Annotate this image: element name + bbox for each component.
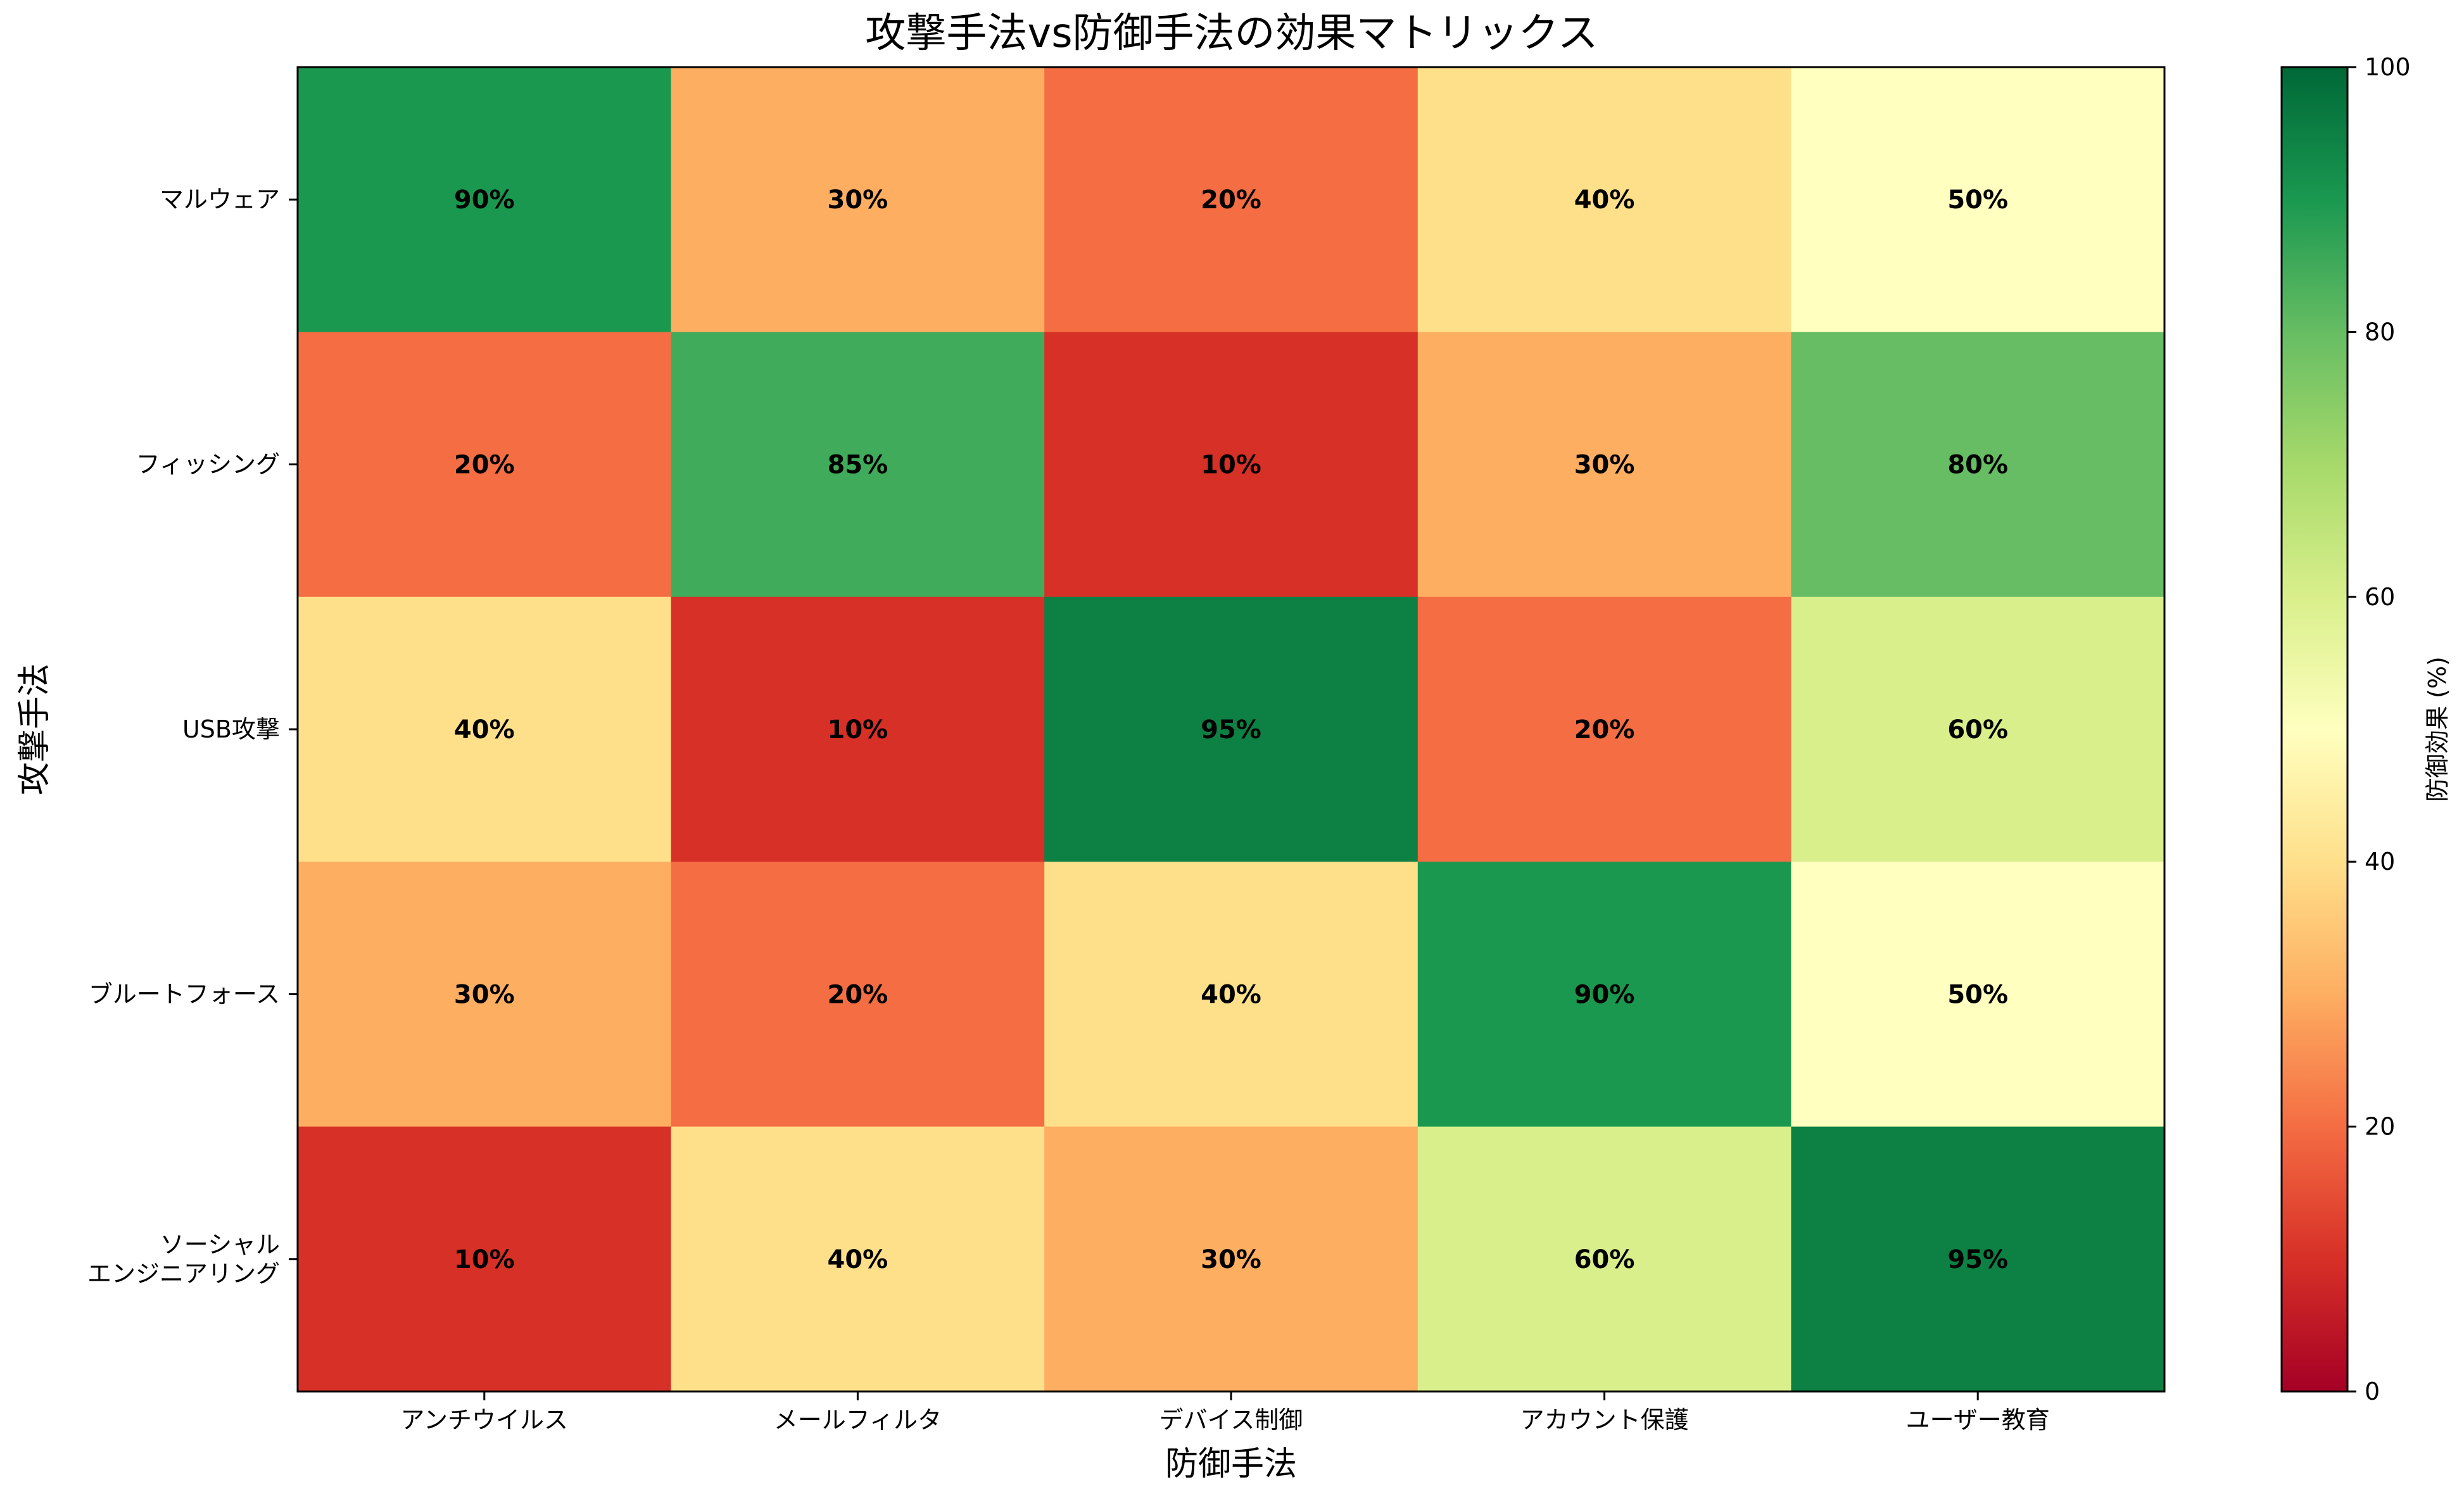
cell-value-label: 30%: [1574, 451, 1635, 480]
cell-value-label: 30%: [454, 980, 515, 1009]
heatmap-cell: [1417, 596, 1791, 862]
heatmap-cell: [298, 596, 672, 862]
y-axis-label: 攻撃手法: [16, 663, 54, 795]
cell-value-label: 95%: [1201, 715, 1261, 744]
heatmap-cell: [1791, 596, 2165, 862]
cell-value-label: 40%: [1201, 980, 1261, 1009]
cell-value-label: 40%: [1574, 185, 1635, 215]
cell-value-label: 30%: [828, 185, 888, 215]
heatmap-cell: [1791, 332, 2165, 598]
heatmap-cell: [671, 332, 1045, 598]
cell-value-label: 90%: [1574, 980, 1635, 1009]
cell-value-label: 80%: [1947, 451, 2008, 480]
cell-value-label: 30%: [1201, 1245, 1261, 1274]
x-tick-label: アンチウイルス: [401, 1406, 568, 1434]
y-tick-label: ソーシャル: [160, 1231, 280, 1259]
cell-value-label: 50%: [1947, 980, 2008, 1009]
colorbar-ticks: 0 20 40 60 80 100: [2347, 53, 2411, 1405]
heatmap-cell: [671, 596, 1045, 862]
y-tick-label: USB攻撃: [182, 715, 280, 743]
x-tick-label: デバイス制御: [1159, 1406, 1303, 1434]
colorbar-tick-label: 20: [2365, 1113, 2395, 1141]
heatmap-cell: [1044, 67, 1418, 332]
cell-value-label: 40%: [828, 1245, 888, 1274]
y-tick-label: エンジニアリング: [87, 1260, 280, 1288]
cell-value-label: 85%: [828, 451, 888, 480]
cell-value-label: 20%: [828, 980, 888, 1009]
x-axis-ticks: アンチウイルス メールフィルタ デバイス制御 アカウント保護 ユーザー教育: [401, 1391, 2050, 1434]
heatmap-cell: [1044, 862, 1418, 1127]
heatmap-cell: [298, 332, 672, 598]
x-axis-label: 防御手法: [1165, 1445, 1297, 1483]
cell-value-label: 90%: [454, 185, 515, 215]
heatmap-cell: [1044, 596, 1418, 862]
heatmap-cell: [1417, 862, 1791, 1127]
colorbar: 0 20 40 60 80 100 防御効果 (%): [2280, 53, 2451, 1405]
y-tick-label: ブルートフォース: [89, 980, 280, 1008]
colorbar-tick-label: 0: [2365, 1378, 2380, 1405]
cell-value-label: 20%: [1574, 715, 1635, 744]
heatmap-cell: [1791, 862, 2165, 1127]
cell-value-label: 50%: [1947, 185, 2008, 215]
cell-value-label: 60%: [1947, 715, 2008, 744]
heatmap-cell-labels: 90% 30% 20% 40% 50% 20% 85% 10% 30% 80% 40% 10% 95% 2…: [454, 185, 2008, 1274]
cell-value-label: 10%: [828, 715, 888, 744]
heatmap-cell: [1417, 67, 1791, 332]
cell-value-label: 20%: [1201, 185, 1261, 215]
cell-value-label: 10%: [1201, 451, 1261, 480]
heatmap-cell: [1044, 332, 1418, 598]
colorbar-tick-label: 100: [2365, 53, 2411, 81]
heatmap-cell: [298, 1126, 672, 1392]
x-tick-label: ユーザー教育: [1906, 1406, 2050, 1434]
heatmap-cell: [298, 862, 672, 1127]
colorbar-gradient: [2280, 66, 2349, 1393]
x-tick-label: メールフィルタ: [774, 1406, 942, 1434]
chart-title: 攻撃手法vs防御手法の効果マトリックス: [865, 10, 1598, 57]
heatmap-cell: [1791, 1126, 2165, 1392]
colorbar-tick-label: 60: [2365, 583, 2395, 611]
heatmap-cell: [671, 67, 1045, 332]
heatmap-cell: [1791, 67, 2165, 332]
cell-value-label: 10%: [454, 1245, 515, 1274]
heatmap-cell: [1417, 332, 1791, 598]
heatmap-cell: [298, 67, 672, 332]
cell-value-label: 40%: [454, 715, 515, 744]
cell-value-label: 95%: [1947, 1245, 2008, 1274]
colorbar-label: 防御効果 (%): [2423, 656, 2451, 802]
x-tick-label: アカウント保護: [1520, 1406, 1689, 1434]
cell-value-label: 20%: [454, 451, 515, 480]
heatmap-cells: [298, 67, 2165, 1392]
colorbar-tick-label: 80: [2365, 318, 2395, 346]
heatmap-cell: [671, 1126, 1045, 1392]
y-tick-label: マルウェア: [160, 185, 280, 213]
heatmap-cell: [671, 862, 1045, 1127]
heatmap-cell: [1044, 1126, 1418, 1392]
cell-value-label: 60%: [1574, 1245, 1635, 1274]
heatmap-cell: [1417, 1126, 1791, 1392]
y-tick-label: フィッシング: [136, 451, 280, 479]
colorbar-tick-label: 40: [2365, 848, 2395, 876]
